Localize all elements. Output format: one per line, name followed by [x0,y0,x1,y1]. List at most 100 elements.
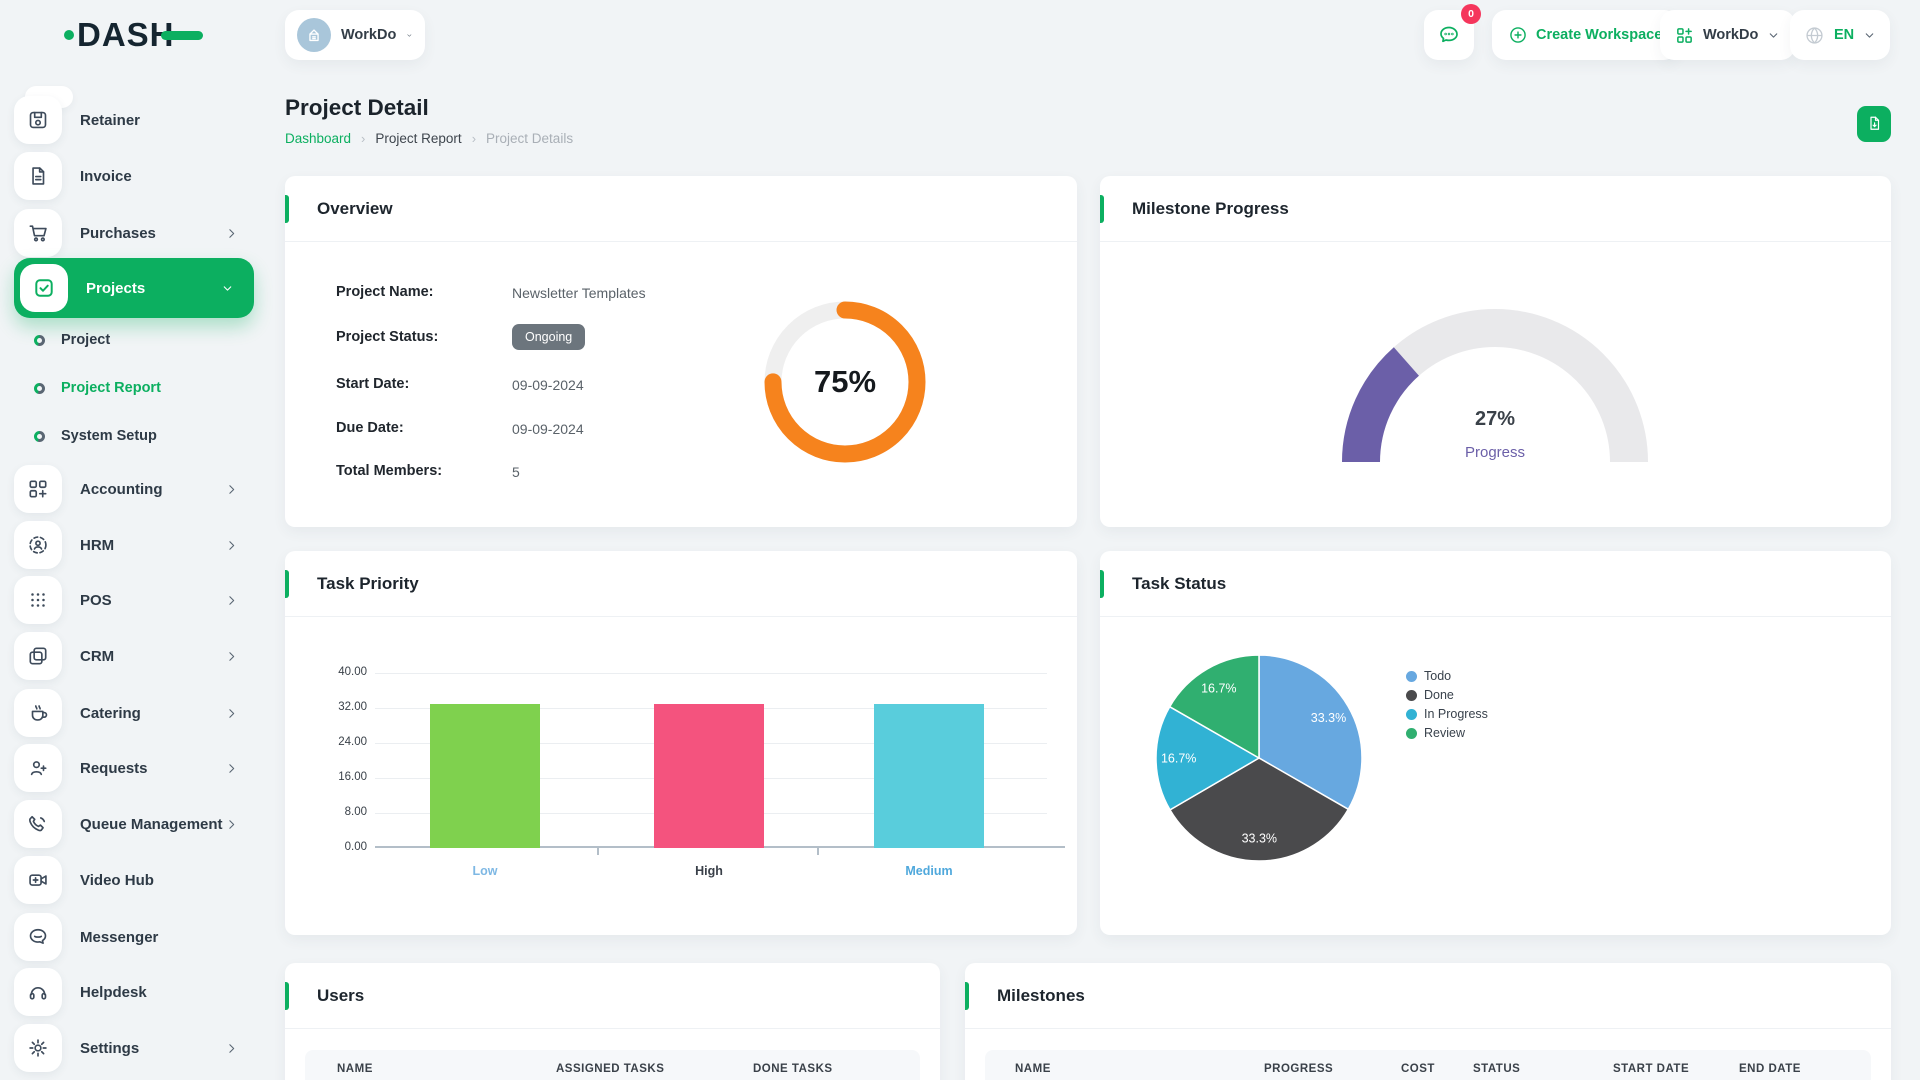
sidebar-subitem-project-report[interactable]: Project Report [34,376,161,400]
gauge-caption: Progress [1464,444,1526,461]
field-label: Project Name: [336,284,434,300]
sidebar-item-label: Projects [86,279,146,297]
workdo-menu-label: WorkDo [1703,27,1759,43]
breadcrumb-project-report[interactable]: Project Report [375,131,462,146]
sidebar-item-purchases[interactable]: Purchases [14,209,246,257]
legend-dot [1406,708,1417,720]
language-label: EN [1834,27,1855,43]
y-axis-tick: 16.00 [338,771,367,783]
breadcrumb-dashboard[interactable]: Dashboard [285,131,352,146]
sidebar-item-label: Video Hub [80,871,154,889]
field-value: Newsletter Templates [512,285,646,301]
y-axis-tick: 40.00 [338,666,367,678]
sidebar-subitem-label: Project Report [61,380,161,396]
sidebar-item-crm[interactable]: CRM [14,632,246,680]
legend-label: Todo [1424,669,1452,683]
x-axis-label-medium: Medium [905,864,953,878]
workspace-switcher[interactable]: WorkDo [285,10,425,60]
export-button[interactable] [1857,106,1891,142]
messages-button[interactable]: 0 [1424,4,1481,60]
sidebar-item-requests[interactable]: Requests [14,744,246,792]
sidebar-item-label: Catering [80,704,141,722]
field-value: 09-09-2024 [512,421,584,437]
sidebar-subitem-label: System Setup [61,428,157,444]
sidebar-item-label: HRM [80,536,115,554]
queue-phone-icon [14,800,62,848]
catering-icon [14,689,62,737]
logo-dash-bar [160,30,203,40]
legend-item-in-progress[interactable]: In Progress [1406,707,1488,721]
legend-dot [1406,689,1417,701]
sidebar-item-video-hub[interactable]: Video Hub [14,856,246,904]
card-accent-bar [285,195,289,223]
sidebar-item-label: Invoice [80,167,132,185]
milestones-card: Milestones NAME PROGRESS COST STATUS STA… [965,963,1891,1080]
language-selector[interactable]: EN [1790,10,1891,60]
legend-item-done[interactable]: Done [1406,688,1454,702]
sidebar-item-queue-management[interactable]: Queue Management [14,800,246,848]
sidebar-item-settings[interactable]: Settings [14,1024,246,1072]
page-title: Project Detail [285,95,429,120]
sidebar-item-projects[interactable]: Projects [14,258,254,318]
sidebar-item-hrm[interactable]: HRM [14,521,246,569]
plus-circle-icon [1510,27,1526,43]
chevron-right-icon [225,483,238,496]
sidebar-item-label: Retainer [80,111,141,129]
legend-label: Done [1424,688,1454,702]
create-workspace-button[interactable]: Create Workspace [1492,10,1679,60]
workdo-menu[interactable]: WorkDo [1660,10,1796,60]
legend-item-review[interactable]: Review [1406,726,1465,740]
file-export-icon [1870,116,1880,130]
sidebar-item-helpdesk[interactable]: Helpdesk [14,968,246,1016]
column-header-name: NAME [1015,1063,1051,1075]
task-status-pie-svg: 33.3% 33.3% 16.7% 16.7% [1155,654,1363,862]
sidebar-item-label: Settings [80,1039,140,1057]
card-title: Users [317,986,365,1005]
legend-label: Review [1424,726,1465,740]
logo-dot [64,30,74,40]
chevron-right-icon [225,1042,238,1055]
x-axis-label-high: High [695,864,723,878]
x-axis-label-low: Low [472,864,498,878]
sidebar-item-retainer[interactable]: Retainer [14,96,246,144]
sidebar-item-catering[interactable]: Catering [14,689,246,737]
chevron-down-icon [1770,32,1778,38]
field-label: Project Status: [336,329,439,345]
column-header-start-date: START DATE [1613,1063,1690,1075]
breadcrumb: Dashboard › Project Report › Project Det… [285,131,573,146]
sidebar-item-pos[interactable]: POS [14,576,246,624]
bullet-icon [34,334,45,346]
legend-item-todo[interactable]: Todo [1406,669,1451,683]
table-header-row [985,1050,1871,1080]
messages-badge: 0 [1461,4,1481,24]
gauge-fill-el [1342,347,1420,463]
pie-slice-done [1168,757,1350,862]
sidebar-item-accounting[interactable]: Accounting [14,465,246,513]
logo-text: DASH [77,16,175,53]
pie-slice-todo [1258,654,1363,811]
table-header-row [305,1050,920,1080]
dash-logo[interactable]: DASH [64,16,203,54]
workspace-avatar [297,18,331,52]
sidebar-item-messenger[interactable]: Messenger [14,913,246,961]
sidebar-item-label: Accounting [80,480,163,498]
field-value: 5 [512,464,520,480]
x-axis-tick [817,848,819,855]
x-axis-tick [597,848,599,855]
sidebar-item-label: Helpdesk [80,983,147,1001]
sidebar-subitem-system-setup[interactable]: System Setup [34,424,157,448]
sidebar-item-label: Messenger [80,928,159,946]
sidebar-item-label: POS [80,591,112,609]
bar-medium [874,704,984,848]
bar-low [430,704,540,848]
y-axis-tick: 32.00 [338,701,367,713]
overview-card: Overview Project Name: Newsletter Templa… [285,176,1077,527]
chat-icon [1440,26,1458,43]
sidebar-item-invoice[interactable]: Invoice [14,152,246,200]
milestone-progress-gauge [1342,309,1648,463]
projects-icon [20,264,68,312]
hrm-icon [14,521,62,569]
sidebar-subitem-project[interactable]: Project [34,328,110,352]
bar-high [654,704,764,848]
pie-slice-label: 33.3% [1242,831,1277,845]
